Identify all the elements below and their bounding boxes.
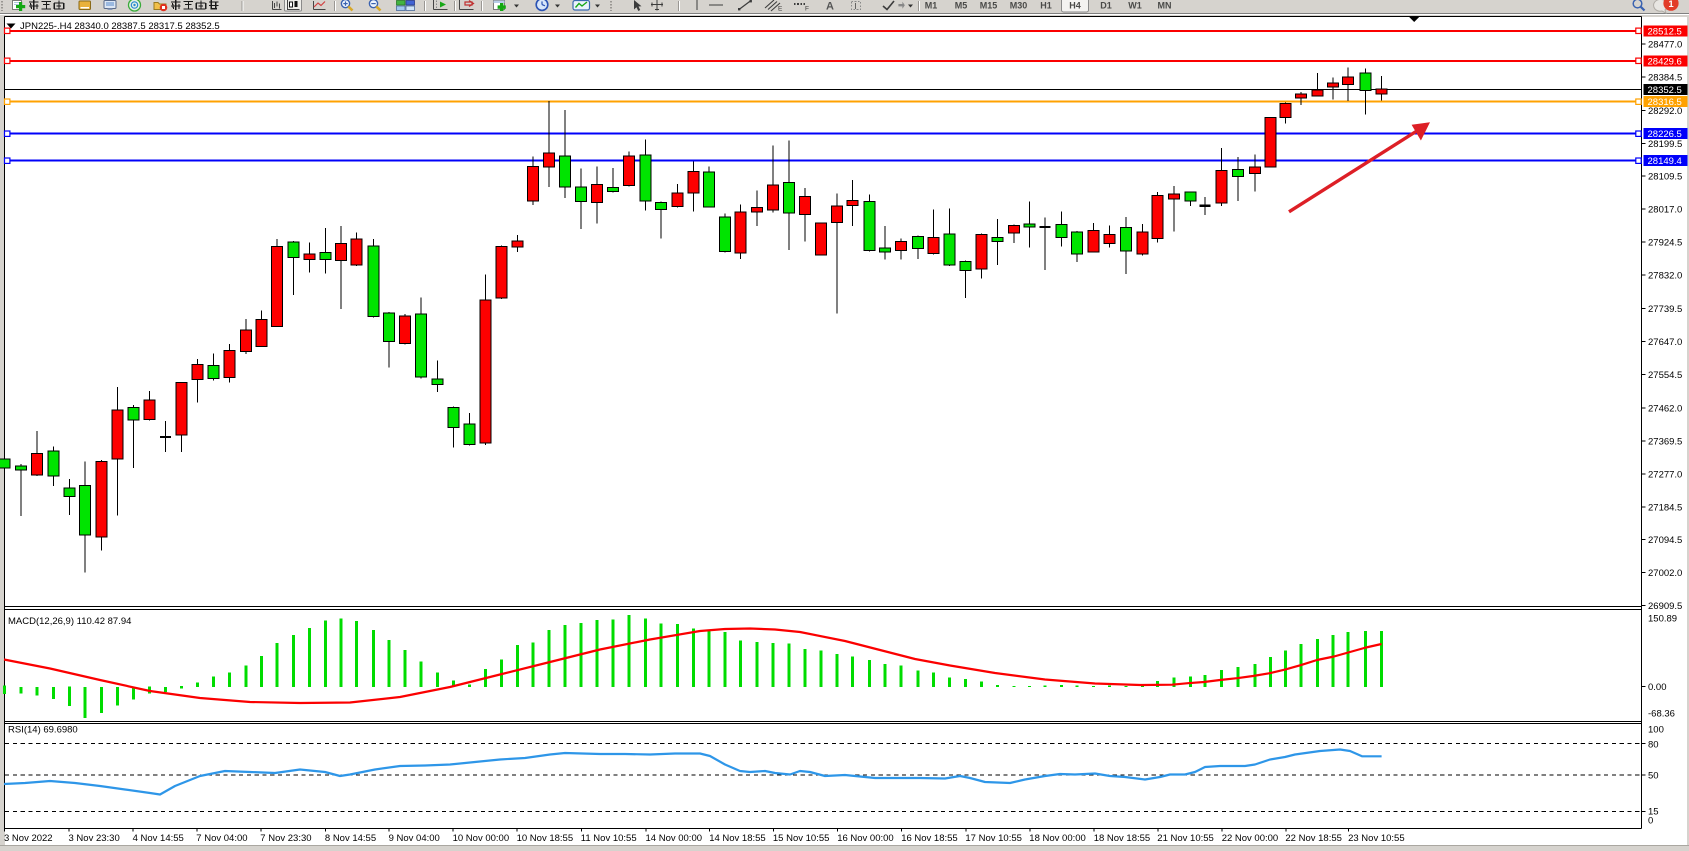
- svg-text:RSI(14) 69.6980: RSI(14) 69.6980: [8, 725, 78, 736]
- svg-text:28429.6: 28429.6: [1648, 56, 1682, 67]
- svg-text:28512.5: 28512.5: [1648, 26, 1682, 37]
- svg-text:23 Nov 10:55: 23 Nov 10:55: [1348, 833, 1405, 844]
- svg-text:50: 50: [1648, 771, 1659, 782]
- svg-text:M15: M15: [980, 1, 998, 11]
- svg-text:27739.5: 27739.5: [1648, 304, 1682, 315]
- svg-text:0: 0: [1648, 816, 1653, 827]
- svg-text:F: F: [805, 6, 809, 13]
- svg-text:28292.0: 28292.0: [1648, 106, 1682, 117]
- svg-text:MACD(12,26,9) 110.42 87.94: MACD(12,26,9) 110.42 87.94: [8, 616, 131, 627]
- svg-text:H1: H1: [1040, 1, 1052, 11]
- svg-text:17 Nov 10:55: 17 Nov 10:55: [965, 833, 1022, 844]
- svg-text:14 Nov 18:55: 14 Nov 18:55: [709, 833, 766, 844]
- svg-text:22 Nov 00:00: 22 Nov 00:00: [1222, 833, 1279, 844]
- svg-text:16 Nov 18:55: 16 Nov 18:55: [901, 833, 958, 844]
- svg-text:28316.5: 28316.5: [1648, 97, 1682, 108]
- svg-text:27184.5: 27184.5: [1648, 503, 1682, 514]
- svg-text:27554.5: 27554.5: [1648, 370, 1682, 381]
- svg-text:27924.5: 27924.5: [1648, 238, 1682, 249]
- svg-text:4 Nov 14:55: 4 Nov 14:55: [133, 833, 184, 844]
- svg-text:0.00: 0.00: [1648, 682, 1667, 693]
- svg-text:MN: MN: [1158, 1, 1172, 11]
- svg-text:28477.0: 28477.0: [1648, 40, 1682, 51]
- svg-text:M1: M1: [925, 1, 938, 11]
- svg-text:3 Nov 23:30: 3 Nov 23:30: [69, 833, 120, 844]
- svg-text:8 Nov 14:55: 8 Nov 14:55: [325, 833, 376, 844]
- svg-text:28352.5: 28352.5: [1648, 85, 1682, 96]
- svg-text:M5: M5: [955, 1, 968, 11]
- svg-text:27462.0: 27462.0: [1648, 403, 1682, 414]
- svg-text:100: 100: [1648, 725, 1664, 736]
- svg-text:W1: W1: [1128, 1, 1142, 11]
- svg-text:28226.5: 28226.5: [1648, 129, 1682, 140]
- svg-text:14 Nov 00:00: 14 Nov 00:00: [646, 833, 703, 844]
- svg-text:28149.4: 28149.4: [1648, 156, 1682, 167]
- svg-text:21 Nov 10:55: 21 Nov 10:55: [1157, 833, 1214, 844]
- svg-text:27002.0: 27002.0: [1648, 568, 1682, 579]
- svg-text:7 Nov 04:00: 7 Nov 04:00: [196, 833, 247, 844]
- svg-text:1: 1: [1668, 0, 1674, 10]
- svg-text:JPN225-.H4 28340.0 28387.5 28: JPN225-.H4 28340.0 28387.5 28317.5 28352…: [20, 21, 220, 32]
- svg-text:28199.5: 28199.5: [1648, 139, 1682, 150]
- svg-text:15: 15: [1648, 807, 1659, 818]
- svg-text:-68.36: -68.36: [1648, 709, 1675, 720]
- svg-text:18 Nov 00:00: 18 Nov 00:00: [1029, 833, 1086, 844]
- svg-text:18 Nov 18:55: 18 Nov 18:55: [1094, 833, 1151, 844]
- svg-text:16 Nov 00:00: 16 Nov 00:00: [837, 833, 894, 844]
- svg-text:27832.0: 27832.0: [1648, 271, 1682, 282]
- svg-text:150.89: 150.89: [1648, 614, 1677, 625]
- svg-text:H4: H4: [1069, 1, 1081, 11]
- svg-text:3 Nov 2022: 3 Nov 2022: [4, 833, 53, 844]
- svg-text:28384.5: 28384.5: [1648, 73, 1682, 84]
- svg-text:80: 80: [1648, 740, 1659, 751]
- svg-text:11 Nov 10:55: 11 Nov 10:55: [581, 833, 637, 844]
- svg-text:28017.0: 28017.0: [1648, 204, 1682, 215]
- svg-text:10 Nov 18:55: 10 Nov 18:55: [517, 833, 574, 844]
- svg-text:28109.5: 28109.5: [1648, 171, 1682, 182]
- svg-text:A: A: [826, 1, 834, 13]
- svg-text:E: E: [778, 6, 783, 13]
- svg-text:27277.0: 27277.0: [1648, 470, 1682, 481]
- svg-text:15 Nov 10:55: 15 Nov 10:55: [773, 833, 830, 844]
- svg-text:9 Nov 04:00: 9 Nov 04:00: [389, 833, 440, 844]
- svg-text:M30: M30: [1010, 1, 1028, 11]
- svg-text:10 Nov 00:00: 10 Nov 00:00: [453, 833, 510, 844]
- svg-text:7 Nov 23:30: 7 Nov 23:30: [260, 833, 311, 844]
- svg-text:27369.5: 27369.5: [1648, 436, 1682, 447]
- svg-text:22 Nov 18:55: 22 Nov 18:55: [1285, 833, 1342, 844]
- svg-text:I: I: [855, 2, 857, 11]
- svg-text:27094.5: 27094.5: [1648, 535, 1682, 546]
- svg-text:26909.5: 26909.5: [1648, 601, 1682, 612]
- svg-text:27647.0: 27647.0: [1648, 337, 1682, 348]
- svg-text:D1: D1: [1100, 1, 1112, 11]
